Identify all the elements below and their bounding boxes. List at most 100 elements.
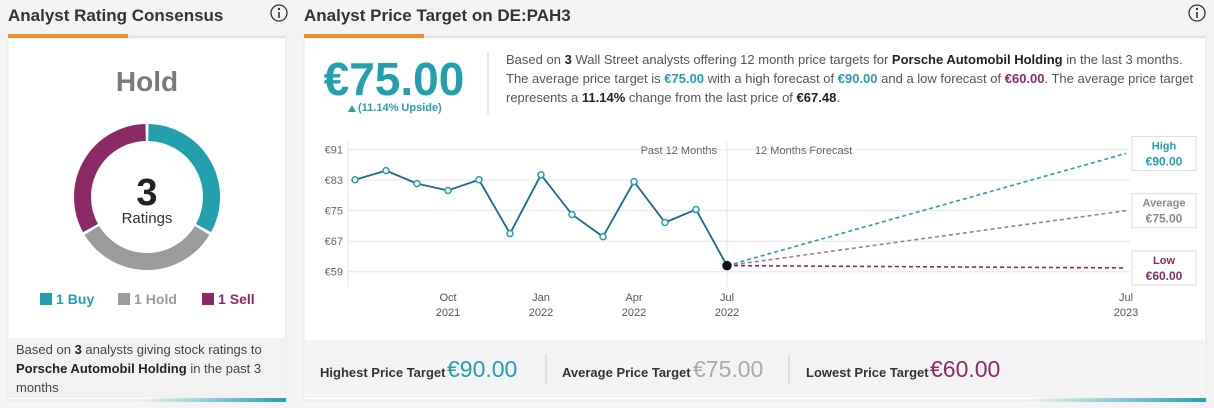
text: . The average price target represents a bbox=[506, 71, 1194, 105]
price-target: €75.00 bbox=[324, 53, 465, 105]
data-point bbox=[382, 166, 390, 175]
callout-box bbox=[1131, 250, 1197, 286]
summary-bg bbox=[305, 340, 1205, 398]
callout-name: Average bbox=[1142, 198, 1185, 210]
divider bbox=[304, 36, 1206, 37]
callout-value: €75.00 bbox=[1146, 212, 1183, 226]
data-point bbox=[351, 176, 359, 184]
info-icon[interactable] bbox=[270, 4, 288, 22]
legend-count: 1 bbox=[134, 291, 142, 307]
text: . bbox=[836, 90, 840, 105]
text: in the last 3 months. The average price … bbox=[506, 52, 1183, 86]
legend-count: 1 bbox=[218, 291, 226, 307]
period-label: Past 12 Months bbox=[641, 145, 718, 157]
text: €90.00 bbox=[837, 71, 878, 86]
card bbox=[303, 37, 1207, 401]
text: Based on bbox=[506, 52, 561, 67]
panel-title: Analyst Price Target on DE:PAH3 bbox=[304, 6, 571, 25]
data-point bbox=[444, 186, 452, 195]
x-tick-label: Jul bbox=[1119, 292, 1133, 304]
data-point bbox=[413, 179, 421, 188]
x-tick-label: Jan bbox=[532, 292, 550, 304]
legend-entry: 1 Buy bbox=[56, 291, 94, 307]
summary-label: Lowest Price Target bbox=[806, 365, 929, 380]
accent-bar bbox=[1030, 398, 1206, 402]
y-tick-label: €91 bbox=[325, 145, 343, 157]
legend-swatch bbox=[118, 293, 130, 305]
text: 11.14% bbox=[581, 90, 626, 105]
legend-label: Buy bbox=[68, 291, 95, 307]
accent-bar bbox=[304, 34, 424, 38]
x-tick-label: 2022 bbox=[529, 307, 553, 319]
footer: Based on 3 analysts giving stock ratings… bbox=[16, 340, 278, 397]
summary-label: Highest Price Target bbox=[320, 365, 446, 380]
x-tick-label: Apr bbox=[625, 292, 642, 304]
consensus: Hold bbox=[116, 66, 178, 97]
description: Based on 3 Wall Street analysts offering… bbox=[506, 50, 1196, 107]
donut-center-label: Ratings bbox=[122, 210, 173, 227]
accent-bar bbox=[8, 34, 128, 38]
text: analysts giving stock ratings to bbox=[85, 342, 262, 357]
data-point bbox=[599, 232, 607, 241]
text: Porsche Automobil Holding bbox=[16, 361, 187, 376]
legend-swatch bbox=[202, 293, 214, 305]
forecast-line bbox=[726, 264, 1127, 269]
callout-name: High bbox=[1152, 140, 1177, 152]
divider bbox=[8, 36, 286, 37]
footer-bg bbox=[9, 338, 285, 398]
legend-entry: 1 Hold bbox=[134, 291, 177, 307]
callout-box bbox=[1131, 193, 1197, 229]
text: Wall Street analysts offering 12 month p… bbox=[575, 52, 889, 67]
info-icon[interactable] bbox=[1188, 4, 1206, 22]
x-tick-label: 2022 bbox=[715, 307, 739, 319]
text: with a high forecast of bbox=[707, 71, 835, 86]
y-tick-label: €83 bbox=[325, 175, 343, 187]
callout-box bbox=[1131, 135, 1197, 171]
accent-bar bbox=[140, 398, 286, 402]
x-tick-label: Oct bbox=[439, 292, 456, 304]
text: Based on bbox=[16, 342, 71, 357]
data-point bbox=[722, 260, 732, 271]
callout-value: €90.00 bbox=[1146, 154, 1183, 168]
legend-label: Sell bbox=[230, 291, 255, 307]
data-point bbox=[506, 229, 514, 238]
forecast-line bbox=[726, 152, 1127, 267]
callout-name: Low bbox=[1153, 255, 1175, 267]
y-tick-label: €67 bbox=[325, 236, 343, 248]
y-tick-label: €75 bbox=[325, 206, 343, 218]
data-point bbox=[475, 176, 483, 184]
text: change from the last price of bbox=[628, 90, 793, 105]
x-tick-label: 2022 bbox=[622, 307, 646, 319]
text: €60.00 bbox=[1004, 71, 1045, 86]
x-tick-label: Jul bbox=[720, 292, 734, 304]
up-arrow bbox=[348, 105, 356, 112]
data-point bbox=[568, 210, 576, 219]
summary-value: €90.00 bbox=[447, 356, 517, 382]
legend-label: Hold bbox=[146, 291, 177, 307]
text: Porsche Automobil Holding bbox=[891, 52, 1063, 67]
summary-value: €60.00 bbox=[930, 356, 1000, 382]
summary-label: Average Price Target bbox=[562, 365, 691, 380]
data-point bbox=[630, 177, 638, 186]
legend-count: 1 bbox=[56, 291, 64, 307]
y-tick-label: €59 bbox=[325, 267, 343, 279]
text: €67.48 bbox=[796, 90, 837, 105]
data-point bbox=[537, 171, 545, 179]
summary-value: €75.00 bbox=[693, 356, 763, 382]
text: in the past 3 months bbox=[16, 361, 262, 395]
legend-entry: 1 Sell bbox=[218, 291, 255, 307]
data-point bbox=[661, 218, 669, 227]
x-tick-label: 2023 bbox=[1114, 307, 1138, 319]
callout-value: €60.00 bbox=[1146, 269, 1183, 283]
text: and a low forecast of bbox=[881, 71, 1002, 86]
text: €75.00 bbox=[664, 71, 705, 86]
text: 3 bbox=[564, 52, 572, 67]
text: 3 bbox=[74, 342, 82, 357]
legend-swatch bbox=[40, 293, 52, 305]
data-point bbox=[692, 205, 700, 214]
x-tick-label: 2021 bbox=[436, 307, 460, 319]
donut-segment bbox=[84, 225, 210, 270]
panel-title: Analyst Rating Consensus bbox=[8, 6, 223, 25]
